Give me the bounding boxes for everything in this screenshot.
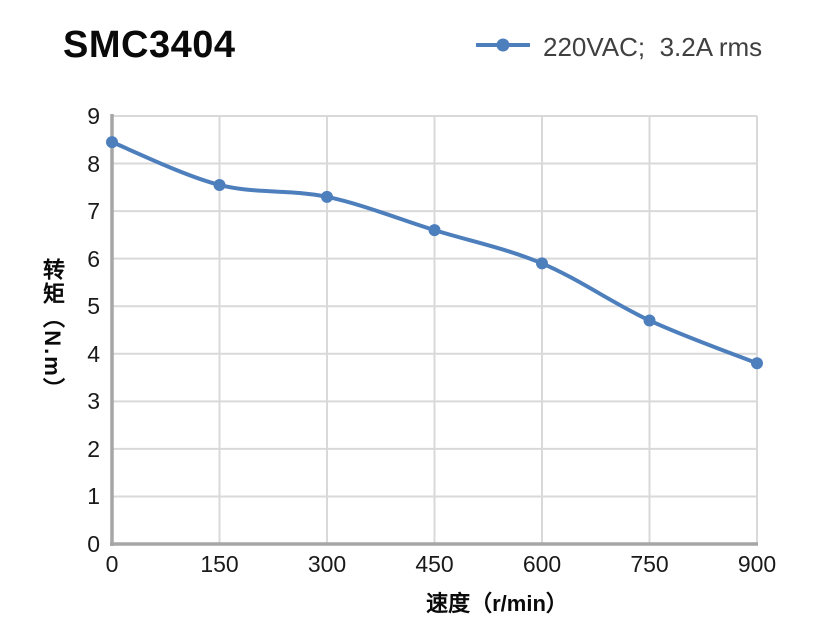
chart-title: SMC3404: [63, 24, 236, 66]
x-tick-label-150: 150: [200, 551, 239, 577]
x-tick-label-600: 600: [522, 551, 562, 577]
data-point-750: [643, 314, 656, 327]
data-point-900: [751, 357, 763, 370]
x-tick-label-900: 900: [737, 551, 777, 577]
y-tick-label-0: 0: [87, 531, 100, 557]
legend: 220VAC; 3.2A rms: [475, 32, 763, 62]
axes: [110, 114, 758, 546]
x-tick-label-450: 450: [415, 551, 454, 577]
legend-line-dot-marker-icon: [475, 37, 531, 58]
y-tick-label-2: 2: [87, 435, 100, 462]
x-tick-label-750: 750: [630, 551, 669, 577]
y-tick-label-3: 3: [87, 388, 100, 415]
y-tick-label-5: 5: [87, 293, 100, 320]
series-markers: [106, 136, 763, 370]
legend-label: 220VAC; 3.2A rms: [543, 32, 763, 62]
data-point-600: [536, 257, 548, 270]
y-axis-label: 转矩（N.m）: [40, 258, 65, 402]
data-point-150: [213, 178, 226, 191]
gridlines: [112, 115, 758, 544]
x-axis-label: 速度（r/min）: [426, 591, 568, 616]
y-tick-label-8: 8: [87, 150, 100, 177]
data-point-450: [428, 224, 441, 237]
x-tick-label-300: 300: [307, 551, 347, 577]
data-point-300: [321, 190, 333, 203]
y-tick-label-4: 4: [87, 340, 100, 367]
y-tick-label-7: 7: [87, 198, 100, 225]
x-tick-label-0: 0: [105, 551, 119, 577]
data-point-0: [106, 136, 118, 149]
y-tick-label-6: 6: [87, 245, 100, 272]
y-tick-label-1: 1: [87, 483, 100, 510]
y-tick-label-9: 9: [87, 103, 100, 129]
